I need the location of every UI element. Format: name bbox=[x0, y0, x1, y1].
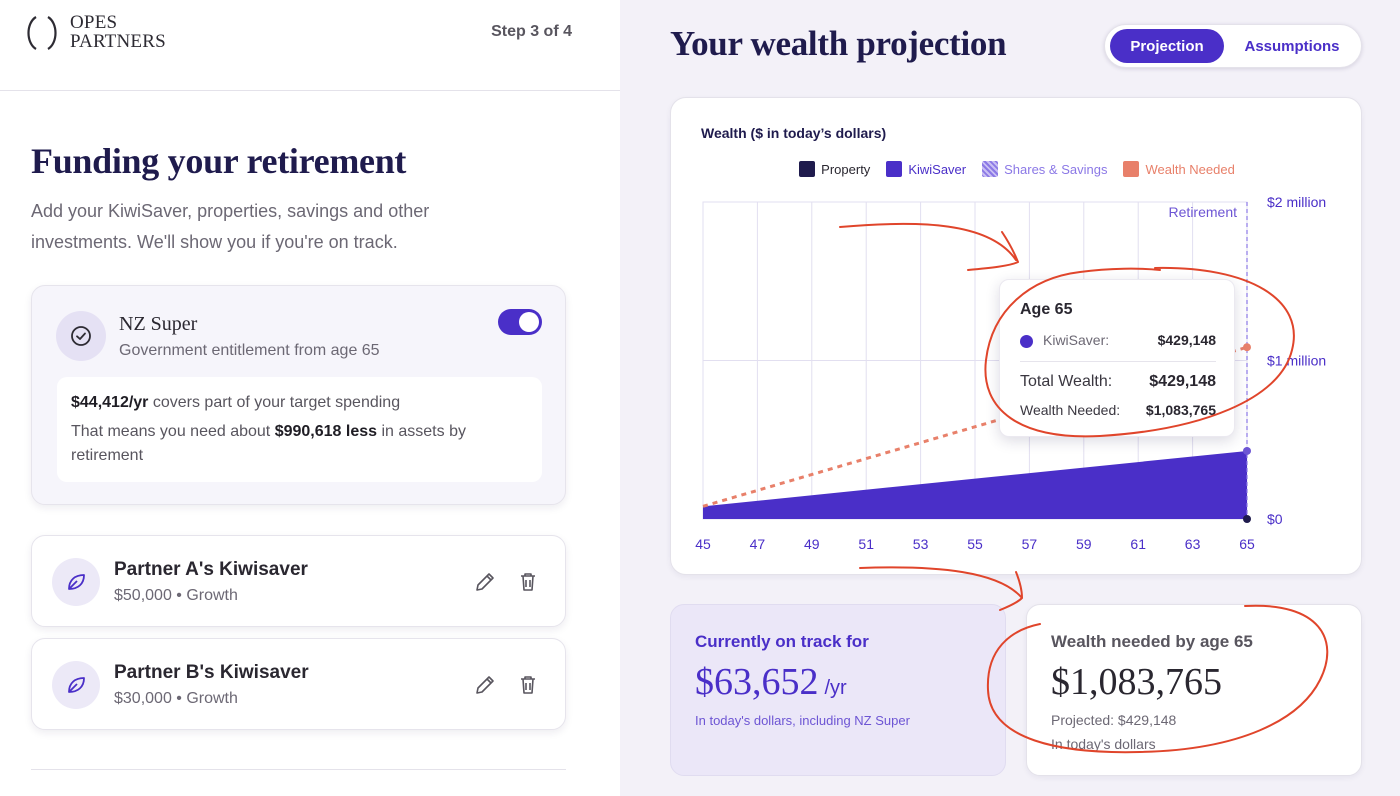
tooltip-total-label: Total Wealth: bbox=[1020, 373, 1113, 390]
tab-projection[interactable]: Projection bbox=[1110, 29, 1224, 63]
right-panel: Your wealth projection Projection Assump… bbox=[620, 0, 1400, 796]
page-subtitle: Add your KiwiSaver, properties, savings … bbox=[31, 201, 430, 252]
trash-icon[interactable] bbox=[516, 570, 540, 594]
kiwisaver-detail: $50,000 • Growth bbox=[114, 587, 238, 604]
kiwisaver-card-partner-b[interactable]: Partner B's Kiwisaver $30,000 • Growth bbox=[31, 638, 566, 730]
logo-text: OPES PARTNERS bbox=[70, 13, 166, 51]
nz-super-amount-suffix: covers part of your target spending bbox=[148, 394, 401, 411]
nz-super-means-line: That means you need about $990,618 less … bbox=[71, 420, 528, 468]
x-tick-label: 61 bbox=[1130, 536, 1146, 552]
wealth-projected: Projected: $429,148 bbox=[1051, 712, 1177, 728]
x-tick-label: 53 bbox=[913, 536, 929, 552]
x-tick-label: 49 bbox=[804, 536, 820, 552]
chart-legend: Property KiwiSaver Shares & Savings Wealth … bbox=[671, 161, 1363, 177]
legend-item-property[interactable]: Property bbox=[799, 161, 870, 177]
kiwisaver-detail: $30,000 • Growth bbox=[114, 690, 238, 707]
wealth-needed-label: Wealth needed by age 65 bbox=[1051, 632, 1253, 651]
legend-swatch bbox=[982, 161, 999, 177]
nz-super-title: NZ Super bbox=[119, 313, 198, 335]
chart-title: Wealth ($ in today’s dollars) bbox=[701, 125, 887, 141]
x-tick-label: 59 bbox=[1076, 536, 1092, 552]
tooltip-divider bbox=[1020, 361, 1216, 362]
nz-super-means-amount: $990,618 less bbox=[274, 423, 378, 440]
logo-line-2: PARTNERS bbox=[70, 31, 166, 52]
on-track-card: Currently on track for $63,652/yr In tod… bbox=[670, 604, 1006, 776]
nz-super-amount-line: $44,412/yr covers part of your target sp… bbox=[71, 391, 528, 415]
marker-property bbox=[1243, 515, 1251, 523]
page-title: Funding your retirement bbox=[31, 141, 407, 181]
kiwisaver-name: Partner A's Kiwisaver bbox=[114, 559, 308, 580]
leaf-icon bbox=[52, 661, 100, 709]
x-tick-label: 65 bbox=[1239, 536, 1255, 552]
view-tab-switch: Projection Assumptions bbox=[1104, 24, 1362, 68]
y-tick-label: $0 bbox=[1267, 511, 1283, 527]
pencil-icon[interactable] bbox=[473, 570, 497, 594]
on-track-value: $63,652/yr bbox=[695, 660, 847, 704]
legend-label: Shares & Savings bbox=[1004, 161, 1108, 177]
tooltip-needed-value: $1,083,765 bbox=[1145, 402, 1216, 418]
nz-super-info-box: $44,412/yr covers part of your target sp… bbox=[57, 377, 542, 482]
x-tick-label: 55 bbox=[967, 536, 983, 552]
logo-mark-icon bbox=[27, 16, 57, 50]
left-header: OPES PARTNERS Step 3 of 4 bbox=[0, 0, 620, 91]
leaf-icon bbox=[52, 558, 100, 606]
nz-super-card: NZ Super Government entitlement from age… bbox=[31, 285, 566, 505]
legend-swatch bbox=[799, 161, 816, 177]
on-track-amount: $63,652 bbox=[695, 661, 819, 703]
series-area-kiwisaver bbox=[703, 450, 1247, 519]
x-tick-label: 51 bbox=[858, 536, 874, 552]
x-tick-label: 63 bbox=[1185, 536, 1201, 552]
tooltip-series-dot bbox=[1020, 335, 1033, 348]
tooltip-title: Age 65 bbox=[1020, 301, 1073, 318]
pencil-icon[interactable] bbox=[473, 673, 497, 697]
marker-wealth-needed bbox=[1243, 343, 1251, 352]
chart-tooltip: Age 65 KiwiSaver: $429,148 Total Wealth:… bbox=[999, 279, 1235, 437]
retirement-label: Retirement bbox=[1169, 204, 1238, 220]
legend-item-shares-savings[interactable]: Shares & Savings bbox=[982, 161, 1107, 177]
on-track-label: Currently on track for bbox=[695, 632, 869, 651]
legend-label: Property bbox=[821, 161, 871, 177]
wealth-needed-note: In today's dollars bbox=[1051, 736, 1156, 752]
nz-super-amount: $44,412/yr bbox=[71, 394, 149, 411]
projection-title: Your wealth projection bbox=[670, 24, 1007, 63]
check-circle-icon bbox=[56, 311, 106, 361]
tooltip-series-value: $429,148 bbox=[1157, 332, 1216, 348]
logo-line-1: OPES bbox=[70, 12, 118, 33]
x-tick-label: 47 bbox=[750, 536, 766, 552]
y-tick-label: $2 million bbox=[1267, 194, 1326, 210]
nz-super-toggle[interactable] bbox=[498, 309, 542, 335]
on-track-note: In today's dollars, including NZ Super bbox=[695, 713, 910, 728]
legend-label: Wealth Needed bbox=[1145, 161, 1235, 177]
y-tick-label: $1 million bbox=[1267, 353, 1326, 369]
legend-label: KiwiSaver bbox=[908, 161, 967, 177]
nz-super-subtitle: Government entitlement from age 65 bbox=[119, 342, 380, 359]
nz-super-means-prefix: That means you need about bbox=[71, 423, 275, 440]
step-indicator: Step 3 of 4 bbox=[491, 23, 572, 40]
legend-swatch bbox=[1123, 161, 1140, 177]
wealth-needed-card: Wealth needed by age 65 $1,083,765 Proje… bbox=[1026, 604, 1362, 776]
trash-icon[interactable] bbox=[516, 673, 540, 697]
tab-assumptions[interactable]: Assumptions bbox=[1244, 37, 1340, 55]
toggle-knob bbox=[519, 312, 539, 332]
tooltip-total-value: $429,148 bbox=[1149, 373, 1216, 390]
kiwisaver-name: Partner B's Kiwisaver bbox=[114, 662, 309, 683]
legend-item-wealth-needed[interactable]: Wealth Needed bbox=[1123, 161, 1235, 177]
tooltip-series-label: KiwiSaver: bbox=[1043, 332, 1110, 348]
x-tick-label: 57 bbox=[1022, 536, 1038, 552]
legend-item-kiwisaver[interactable]: KiwiSaver bbox=[886, 161, 966, 177]
marker-kiwisaver bbox=[1243, 446, 1251, 455]
tooltip-needed-label: Wealth Needed: bbox=[1020, 402, 1121, 418]
nz-super-means-suffix: in assets by retirement bbox=[71, 423, 466, 464]
wealth-needed-value: $1,083,765 bbox=[1051, 661, 1222, 703]
on-track-unit: /yr bbox=[824, 677, 847, 699]
legend-swatch bbox=[886, 161, 903, 177]
left-panel: OPES PARTNERS Step 3 of 4 Funding your r… bbox=[0, 0, 620, 796]
wealth-chart-card: Wealth ($ in today’s dollars) Property Ki… bbox=[670, 97, 1362, 575]
kiwisaver-card-partner-a[interactable]: Partner A's Kiwisaver $50,000 • Growth bbox=[31, 535, 566, 627]
section-divider bbox=[31, 769, 566, 770]
x-tick-label: 45 bbox=[695, 536, 711, 552]
